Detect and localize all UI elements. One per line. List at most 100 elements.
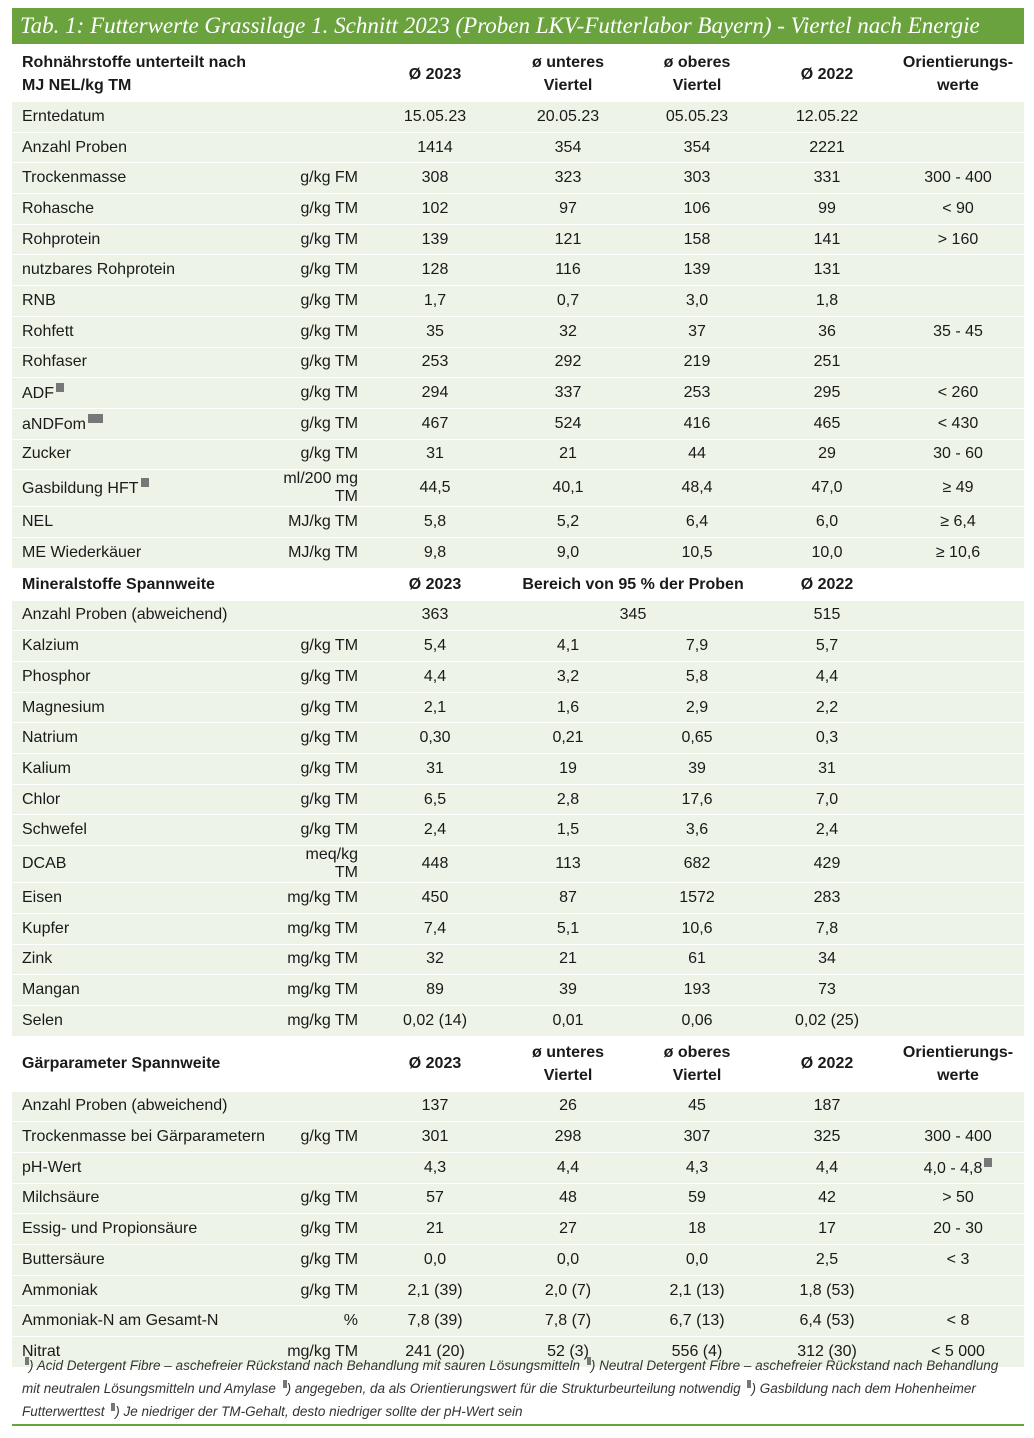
value-cell: 0,3 [762,722,893,754]
table-body: Rohnährstoffe unterteilt nach MJ NEL/kg … [12,46,1025,1368]
value-cell: > 50 [892,1182,1025,1214]
value-cell: 307 [632,1121,763,1153]
unit: mg/kg TM [270,912,367,944]
value-cell: 295 [762,377,893,409]
value-cell: 253 [366,346,505,378]
row-label: Anzahl Proben [12,131,270,163]
value-cell: < 430 [892,407,1025,440]
table-title: Tab. 1: Futterwerte Grassilage 1. Schnit… [12,8,1024,44]
unit: g/kg TM [270,1213,367,1245]
unit: mg/kg TM [270,943,367,975]
value-cell: 292 [504,346,633,378]
value-cell: 2221 [762,131,893,163]
section-title: Mineralstoffe Spannweite [12,567,367,601]
value-cell: 139 [632,254,763,286]
empty-cell [270,599,367,631]
value-cell: 99 [762,193,893,225]
unit: g/kg TM [270,254,367,286]
value-cell: 345 [504,599,763,631]
row-label: Erntedatum [12,101,270,133]
row-label: Rohfaser [12,346,270,378]
value-cell: 35 [366,315,505,347]
table-row: Mangan mg/kg TM 89 39 193 73 [12,974,1025,1006]
empty-cell [892,974,1025,1006]
value-cell: 73 [762,974,893,1006]
empty-cell [270,131,367,163]
empty-cell [892,599,1025,631]
value-cell: 6,0 [762,506,893,538]
value-cell: 20 - 30 [892,1213,1025,1245]
table-row: Rohfett g/kg TM 35 32 37 36 35 - 45 [12,315,1025,347]
value-cell: 4,4 [762,1151,893,1184]
value-cell: 1,8 (53) [762,1274,893,1306]
data-table: Rohnährstoffe unterteilt nach MJ NEL/kg … [12,46,1025,1368]
table-row: Trockenmasse bei Gärparametern g/kg TM 301… [12,1121,1025,1153]
empty-cell [892,1090,1025,1122]
row-label: Kupfer [12,912,270,944]
column-header: ø oberes Viertel [632,1035,763,1092]
value-cell: ≥ 10,6 [892,536,1025,569]
value-cell: 251 [762,346,893,378]
value-cell: 5,7 [762,630,893,662]
row-label: Natrium [12,722,270,754]
empty-cell [892,722,1025,754]
value-cell: 141 [762,223,893,255]
row-label: NEL [12,506,270,538]
value-cell: 2,5 [762,1244,893,1276]
value-cell: 139 [366,223,505,255]
unit: MJ/kg TM [270,506,367,538]
table-row: Natrium g/kg TM 0,30 0,21 0,65 0,3 [12,722,1025,754]
section-title: Rohnährstoffe unterteilt nach MJ NEL/kg … [12,46,367,102]
value-cell: 0,06 [632,1004,763,1037]
column-header: Ø 2022 [762,46,893,102]
empty-cell [892,661,1025,693]
row-label: Anzahl Proben (abweichend) [12,599,270,631]
empty-cell [270,101,367,133]
value-cell: 323 [504,162,633,194]
value-cell: 61 [632,943,763,975]
value-cell: 21 [504,438,633,470]
value-cell: < 3 [892,1244,1025,1276]
value-cell: 2,2 [762,691,893,723]
value-cell: 1,5 [504,814,633,846]
column-header: ø unteres Viertel [504,1035,633,1092]
value-cell: 9,8 [366,536,505,569]
value-cell: 48 [504,1182,633,1214]
unit: mg/kg TM [270,882,367,914]
value-cell: 6,4 (53) [762,1305,893,1337]
value-cell: 32 [504,315,633,347]
unit: ml/200 mg TM [270,469,367,507]
table-row: Rohasche g/kg TM 102 97 106 99 < 90 [12,193,1025,225]
value-cell: < 90 [892,193,1025,225]
row-label: Gasbildung HFT [12,469,270,507]
value-cell: 116 [504,254,633,286]
column-header: Orientierungs- werte [892,1035,1025,1092]
table-row: Rohprotein g/kg TM 139 121 158 141 > 160 [12,223,1025,255]
value-cell: 7,4 [366,912,505,944]
row-label: Kalzium [12,630,270,662]
value-cell: 31 [762,753,893,785]
value-cell: 10,0 [762,536,893,569]
row-label: Ammoniak-N am Gesamt-N [12,1305,270,1337]
value-cell: 48,4 [632,469,763,507]
unit: g/kg TM [270,722,367,754]
value-cell: 515 [762,599,893,631]
value-cell: 137 [366,1090,505,1122]
unit: g/kg TM [270,1121,367,1153]
unit: g/kg TM [270,783,367,815]
table-row: Kalium g/kg TM 31 19 39 31 [12,753,1025,785]
empty-cell [892,691,1025,723]
value-cell: 429 [762,845,893,883]
value-cell: 26 [504,1090,633,1122]
table-row: DCAB meq/kg TM 448 113 682 429 [12,845,1025,883]
unit: g/kg TM [270,407,367,440]
value-cell: 363 [366,599,505,631]
table-row: Anzahl Proben (abweichend) 363 345 515 [12,599,1025,631]
value-cell: 337 [504,377,633,409]
unit: mg/kg TM [270,1004,367,1037]
footnote: ) Neutral Detergent Fibre – aschefreier … [22,1358,999,1396]
row-label: RNB [12,285,270,317]
value-cell: 2,4 [366,814,505,846]
column-header: Ø 2023 [366,567,505,601]
